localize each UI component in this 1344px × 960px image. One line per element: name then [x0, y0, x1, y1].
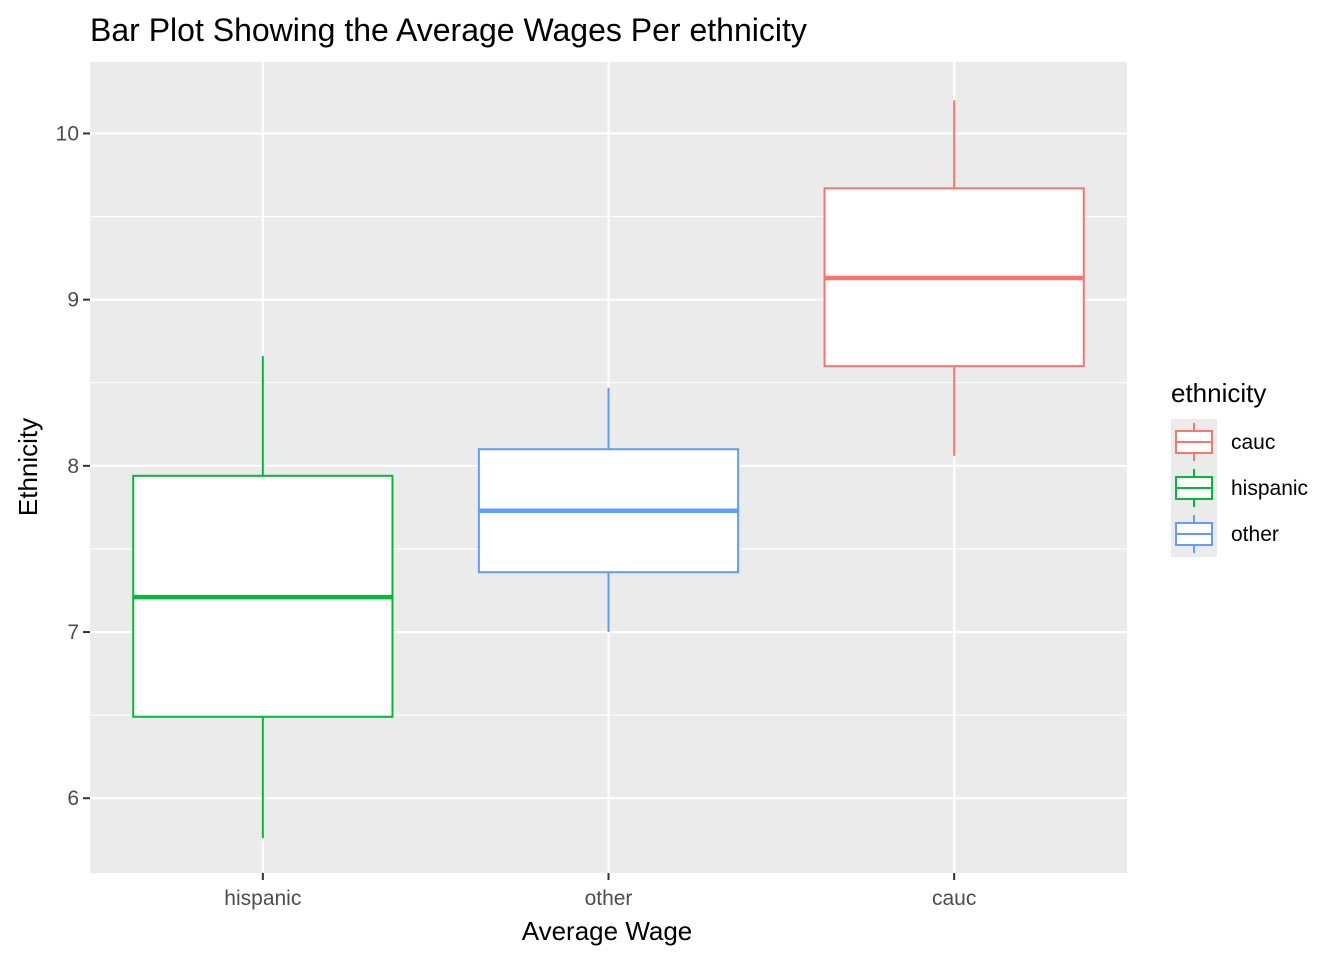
legend-item-cauc: cauc: [1171, 419, 1275, 465]
y-tick-label: 8: [67, 455, 79, 478]
legend-label: hispanic: [1231, 477, 1308, 500]
legend-label: cauc: [1231, 431, 1275, 454]
y-tick-label: 6: [67, 787, 79, 810]
box-other: [477, 387, 740, 633]
boxes: [132, 100, 1085, 839]
x-tick-label: cauc: [932, 887, 976, 910]
y-tick-label: 9: [67, 289, 79, 312]
x-tick-label: other: [585, 887, 633, 910]
y-axis-title: Ethnicity: [13, 418, 43, 516]
box-hispanic: [132, 356, 394, 839]
legend-item-other: other: [1171, 511, 1279, 557]
legend: ethnicity cauc hispanic other: [1171, 378, 1308, 557]
box-cauc: [823, 100, 1085, 456]
x-axis-title: Average Wage: [522, 916, 693, 946]
y-tick-label: 7: [67, 621, 79, 644]
chart-title: Bar Plot Showing the Average Wages Per e…: [90, 12, 807, 48]
x-axis: hispanic other cauc: [224, 873, 976, 910]
legend-title: ethnicity: [1171, 378, 1266, 408]
legend-item-hispanic: hispanic: [1171, 465, 1308, 511]
y-tick-label: 10: [56, 122, 79, 145]
y-axis: 6 7 8 9 10: [56, 122, 90, 810]
x-tick-label: hispanic: [224, 887, 301, 910]
legend-label: other: [1231, 523, 1279, 546]
